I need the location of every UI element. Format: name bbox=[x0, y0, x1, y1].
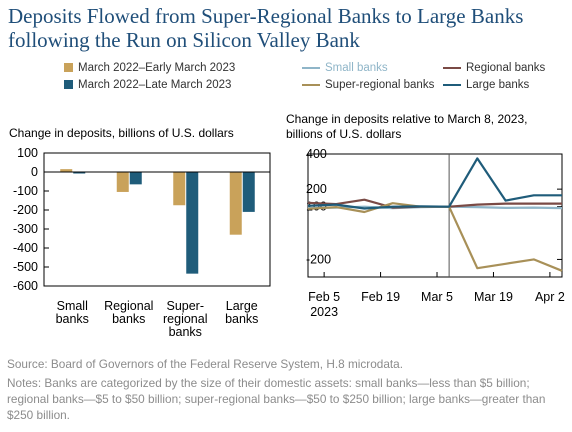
y-tick-label: -600 bbox=[13, 279, 38, 293]
x-tick-label: Mar 19 bbox=[474, 290, 513, 304]
chart-title: Deposits Flowed from Super-Regional Bank… bbox=[8, 4, 524, 52]
legend-label: Regional banks bbox=[466, 62, 546, 74]
x-category-label: Small banks bbox=[56, 299, 89, 326]
legend-item-early-march: March 2022–Early March 2023 bbox=[64, 61, 235, 75]
y-tick-label: -200 bbox=[306, 252, 331, 266]
y-tick-label: 200 bbox=[306, 182, 327, 196]
bar bbox=[173, 172, 186, 206]
legend-label: Large banks bbox=[466, 79, 530, 91]
legend-item-large-banks: Large banks bbox=[443, 78, 529, 92]
y-tick-label: -200 bbox=[13, 203, 38, 217]
series-line bbox=[307, 157, 562, 210]
legend-swatch bbox=[64, 80, 73, 90]
bar-chart: 100 0 -100 -200 -300 -400 -500 -600 Small banks Re… bbox=[13, 146, 271, 339]
y-tick-label: -400 bbox=[13, 241, 38, 255]
legend-label: Small banks bbox=[325, 62, 388, 74]
bar bbox=[129, 172, 142, 185]
legend-item-late-march: March 2022–Late March 2023 bbox=[64, 78, 231, 92]
legend-label: March 2022–Early March 2023 bbox=[78, 62, 236, 74]
x-tick-label: Feb 5 2023 bbox=[308, 290, 340, 319]
legend-item-regional-banks: Regional banks bbox=[443, 61, 545, 75]
legend-line bbox=[302, 83, 320, 86]
y-tick-label: 0 bbox=[31, 165, 38, 179]
notes: Notes: Banks are categorized by the size… bbox=[7, 376, 546, 422]
x-category-label: Regional banks bbox=[104, 299, 153, 326]
plot-frame bbox=[43, 152, 271, 287]
y-tick-label: -500 bbox=[13, 260, 38, 274]
y-tick-label: -100 bbox=[13, 184, 38, 198]
bar bbox=[229, 172, 242, 235]
line-panel-subtitle: Change in deposits relative to March 8, … bbox=[286, 112, 528, 141]
legend-label: Super-regional banks bbox=[325, 79, 435, 91]
legend-item-small-banks: Small banks bbox=[302, 61, 388, 75]
bar bbox=[116, 172, 129, 192]
series-line bbox=[307, 202, 563, 272]
bar bbox=[186, 172, 199, 274]
y-tick-label: 400 bbox=[306, 147, 327, 161]
y-tick-label: 100 bbox=[17, 146, 38, 160]
legend-line bbox=[443, 66, 461, 69]
legend-item-super-regional-banks: Super-regional banks bbox=[302, 78, 434, 92]
x-category-label: Large banks bbox=[225, 299, 258, 326]
bar bbox=[73, 172, 86, 174]
legend-swatch bbox=[64, 63, 73, 73]
legend-line bbox=[443, 83, 461, 86]
bar bbox=[60, 169, 73, 172]
x-tick-label: Feb 19 bbox=[361, 290, 400, 304]
plot-frame bbox=[307, 153, 563, 278]
legend-label: March 2022–Late March 2023 bbox=[78, 79, 232, 91]
bar bbox=[242, 172, 255, 212]
x-tick-label: Mar 5 bbox=[421, 290, 453, 304]
legend-line bbox=[302, 66, 320, 69]
x-category-label: Super-regional banks bbox=[163, 299, 207, 339]
source-note: Source: Board of Governors of the Federa… bbox=[7, 357, 404, 371]
y-tick-label: -300 bbox=[13, 222, 38, 236]
bar-panel-subtitle: Change in deposits, billions of U.S. dol… bbox=[9, 126, 234, 140]
x-tick-label: Apr 2 bbox=[535, 290, 565, 304]
